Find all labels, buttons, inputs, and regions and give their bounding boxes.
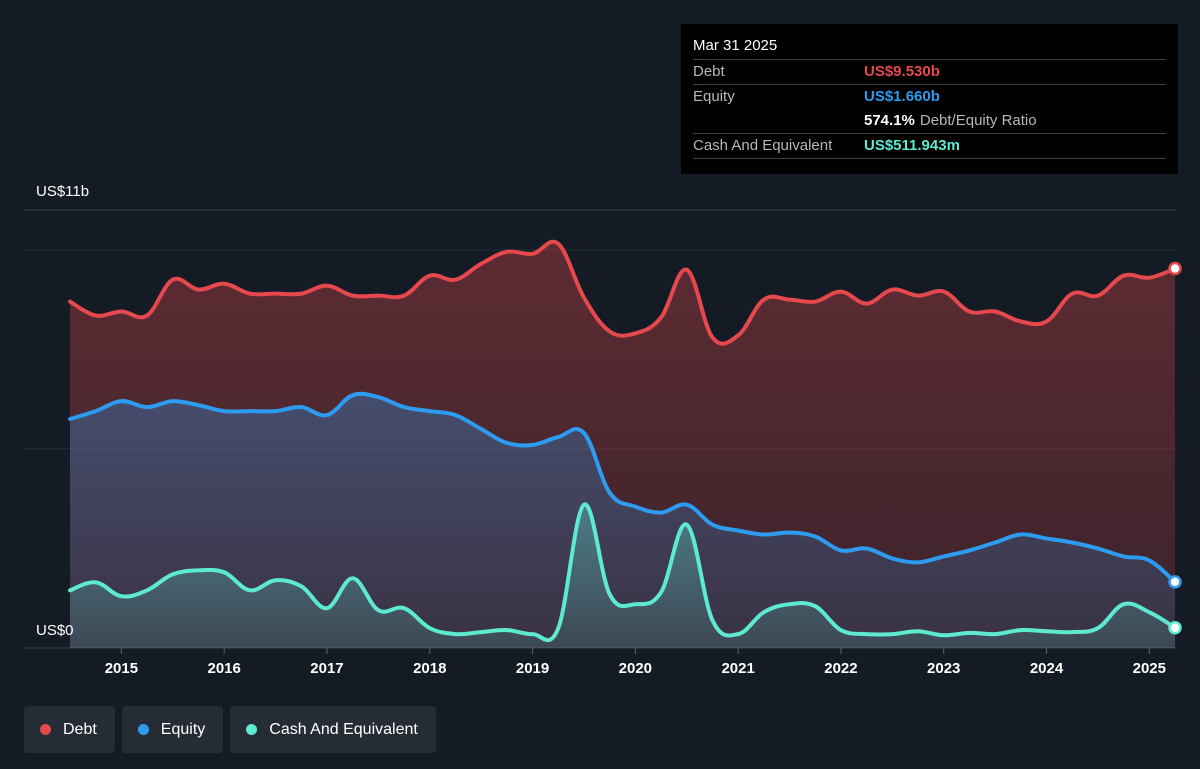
y-axis-bottom-label: US$0: [36, 622, 74, 639]
tooltip-ratio-value: 574.1%: [864, 112, 915, 129]
debt-dot-icon: [40, 724, 51, 735]
tooltip-cash-value: US$511.943m: [864, 137, 960, 154]
tooltip-equity-label: Equity: [693, 88, 735, 105]
cash-dot-icon: [246, 724, 258, 735]
tooltip-debt-label: Debt: [693, 63, 725, 80]
legend: Debt Equity Cash And Equivalent: [24, 706, 436, 753]
series-lines: [68, 239, 1177, 643]
tooltip-cash-label: Cash And Equivalent: [693, 137, 833, 154]
tooltip-ratio-label: Debt/Equity Ratio: [919, 112, 1037, 129]
x-tick-label: 2020: [619, 660, 652, 677]
x-tick-label: 2019: [516, 660, 549, 677]
x-tick-label: 2017: [310, 660, 343, 677]
x-tick-label: 2021: [721, 660, 754, 677]
equity-dot-icon: [137, 724, 149, 735]
series-line-debt: [68, 239, 1177, 346]
series-area-cash: [70, 504, 1175, 648]
legend-item-equity[interactable]: Equity: [121, 706, 224, 753]
series-line-cash: [68, 502, 1177, 643]
x-tick-label: 2022: [824, 660, 857, 677]
tooltip-row-cash: Cash And Equivalent US$511.943m: [693, 133, 1166, 159]
x-tick-label: 2025: [1133, 660, 1166, 677]
x-tick-label: 2016: [207, 660, 240, 677]
legend-debt-label: Debt: [63, 720, 97, 738]
legend-item-debt[interactable]: Debt: [24, 706, 115, 753]
legend-equity-label: Equity: [160, 720, 206, 738]
tooltip-date: Mar 31 2025: [693, 37, 778, 54]
tooltip-row-equity: Equity US$1.660b: [693, 84, 1166, 109]
series-endpoint-debt: [1168, 261, 1182, 276]
y-axis-top-label: US$11b: [36, 183, 90, 200]
series-endpoint-cash: [1168, 620, 1182, 635]
tooltip-equity-value: US$1.660b: [864, 88, 940, 105]
legend-cash-label: Cash And Equivalent: [269, 720, 418, 738]
tooltip-row-debt: Debt US$9.530b: [693, 59, 1166, 84]
series-areas: [70, 241, 1175, 648]
series-endpoints: [1168, 261, 1182, 635]
x-tick-label: 2015: [105, 660, 138, 677]
x-tick-label: 2023: [927, 660, 960, 677]
series-line-equity: [68, 391, 1177, 584]
tooltip-panel: Mar 31 2025 Debt US$9.530b Equity US$1.6…: [681, 24, 1178, 174]
tooltip-debt-value: US$9.530b: [864, 63, 940, 80]
series-endpoint-equity: [1168, 575, 1182, 589]
tooltip-row-ratio: 574.1% Debt/Equity Ratio: [693, 109, 1166, 133]
x-axis: 2015 2016 2017 2018 2019 2020 2021 2022 2023 2024…: [105, 648, 1166, 677]
x-tick-label: 2018: [413, 660, 446, 677]
x-tick-label: 2024: [1030, 660, 1064, 677]
legend-item-cash[interactable]: Cash And Equivalent: [230, 706, 436, 753]
